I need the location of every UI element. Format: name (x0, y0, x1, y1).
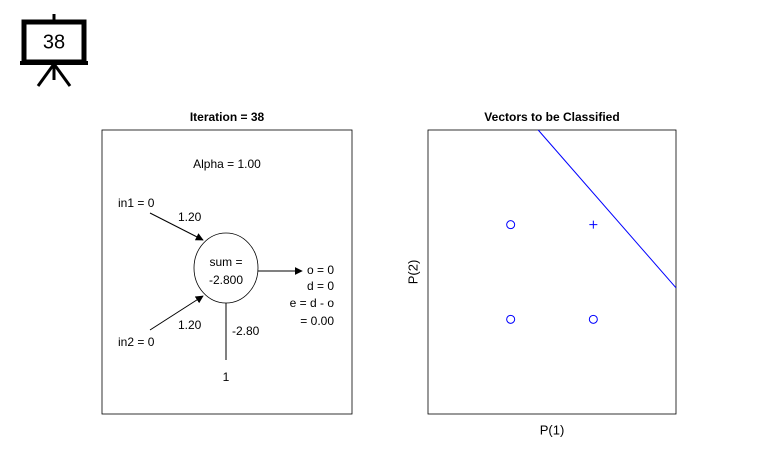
x-axis-label: P(1) (540, 422, 565, 437)
y-axis-label: P(2) (405, 260, 420, 285)
point (589, 220, 598, 229)
plot-frame (427, 129, 677, 415)
input-arrow (149, 295, 204, 331)
plot-area (506, 129, 677, 324)
output-label: o = 0 (307, 263, 334, 277)
badge-label: 38 (43, 31, 65, 53)
point (506, 220, 516, 230)
alpha-label: Alpha = 1.00 (193, 157, 261, 171)
error-formula: e = d - o (290, 296, 335, 310)
input-label: in2 = 0 (118, 335, 155, 349)
point (506, 314, 516, 324)
sum-value: -2.800 (209, 273, 243, 287)
badge-icon: 38 (20, 14, 88, 87)
weight-label: 1.20 (178, 210, 202, 224)
decision-boundary (537, 129, 677, 289)
diagram-title: Iteration = 38 (190, 110, 265, 124)
input-arrow (149, 212, 204, 241)
weight-label: 1.20 (178, 318, 202, 332)
bias-weight: -2.80 (232, 324, 260, 338)
desired-label: d = 0 (307, 279, 334, 293)
input-label: in1 = 0 (118, 196, 155, 210)
error-value: = 0.00 (300, 314, 334, 328)
bias-input: 1 (223, 370, 230, 384)
point (588, 314, 598, 324)
chart-title: Vectors to be Classified (484, 110, 619, 124)
sum-label: sum = (209, 255, 242, 269)
